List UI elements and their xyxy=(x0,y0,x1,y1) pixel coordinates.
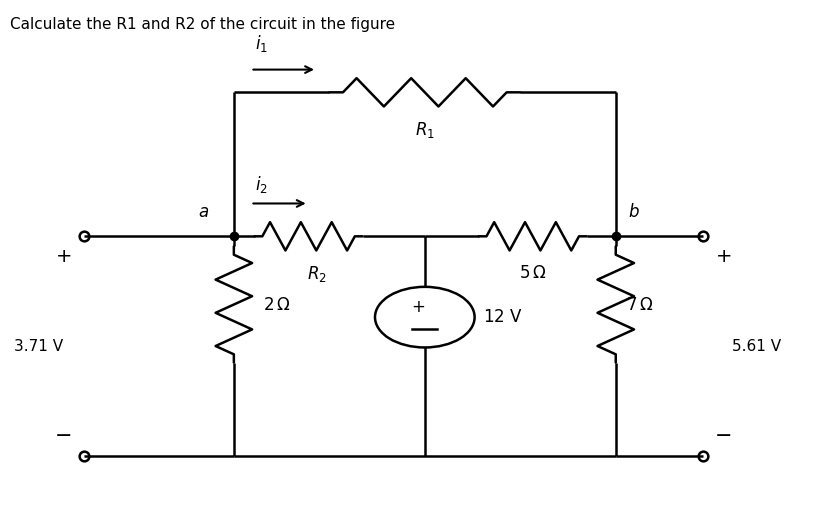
Text: $i_1$: $i_1$ xyxy=(255,34,267,54)
Text: 5.61 V: 5.61 V xyxy=(732,339,781,354)
Text: $b$: $b$ xyxy=(628,203,640,221)
Text: +: + xyxy=(716,247,732,266)
Text: $2\,\Omega$: $2\,\Omega$ xyxy=(263,296,291,313)
Text: +: + xyxy=(412,298,425,315)
Text: Calculate the R1 and R2 of the circuit in the figure: Calculate the R1 and R2 of the circuit i… xyxy=(10,17,395,31)
Text: +: + xyxy=(56,247,72,266)
Text: −: − xyxy=(55,426,72,446)
Text: $a$: $a$ xyxy=(198,203,209,221)
Text: 3.71 V: 3.71 V xyxy=(14,339,63,354)
Text: $R_2$: $R_2$ xyxy=(307,264,327,284)
Text: $i_2$: $i_2$ xyxy=(255,174,267,195)
Text: $12$ V: $12$ V xyxy=(483,308,522,326)
Text: $7\,\Omega$: $7\,\Omega$ xyxy=(626,296,653,313)
Text: −: − xyxy=(715,426,732,446)
Text: $5\,\Omega$: $5\,\Omega$ xyxy=(519,264,546,282)
Text: $R_1$: $R_1$ xyxy=(415,120,435,140)
